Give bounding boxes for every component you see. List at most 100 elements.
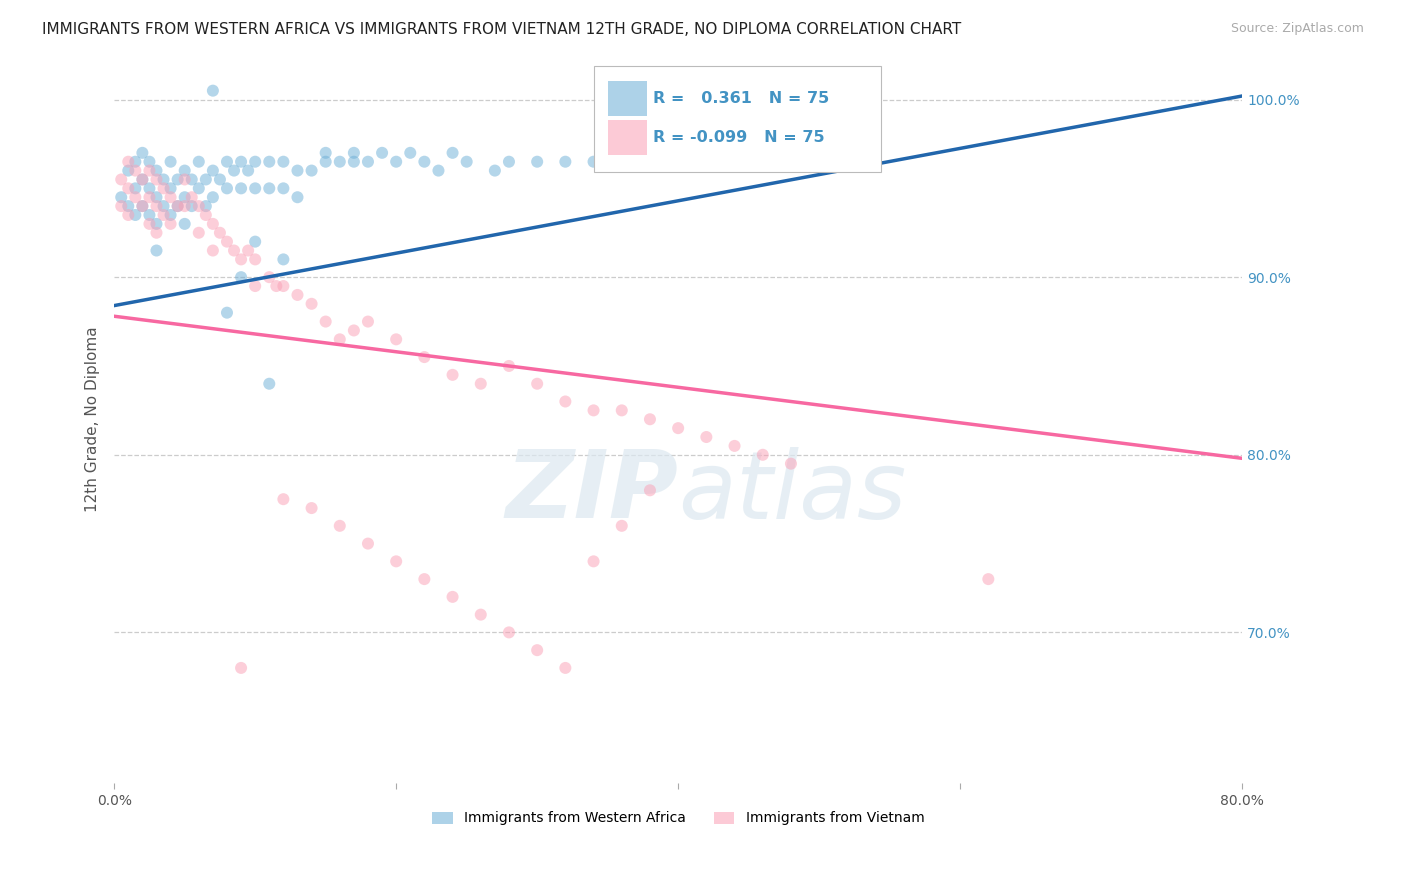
FancyBboxPatch shape bbox=[609, 81, 647, 116]
Point bbox=[287, 163, 309, 178]
Point bbox=[582, 403, 605, 417]
Text: ZIP: ZIP bbox=[505, 446, 678, 538]
Point bbox=[201, 84, 224, 98]
Point bbox=[413, 154, 436, 169]
Point bbox=[484, 163, 506, 178]
Point bbox=[138, 208, 160, 222]
Point bbox=[441, 368, 464, 382]
Point bbox=[117, 163, 139, 178]
Point bbox=[977, 572, 1000, 586]
Point bbox=[329, 332, 352, 346]
Legend: Immigrants from Western Africa, Immigrants from Vietnam: Immigrants from Western Africa, Immigran… bbox=[426, 806, 929, 831]
Point bbox=[582, 554, 605, 568]
Point bbox=[145, 172, 167, 186]
Point bbox=[117, 181, 139, 195]
Point bbox=[117, 199, 139, 213]
Text: atlas: atlas bbox=[678, 447, 907, 538]
Point bbox=[780, 457, 803, 471]
Point bbox=[329, 518, 352, 533]
Point bbox=[357, 154, 380, 169]
Point bbox=[329, 154, 352, 169]
Point bbox=[357, 315, 380, 329]
Point bbox=[498, 359, 520, 373]
Point bbox=[215, 181, 238, 195]
Point bbox=[413, 572, 436, 586]
Point bbox=[399, 145, 422, 160]
Point bbox=[427, 163, 450, 178]
Point bbox=[371, 145, 394, 160]
Point bbox=[194, 208, 217, 222]
Point bbox=[201, 190, 224, 204]
Point bbox=[695, 430, 717, 444]
Point bbox=[554, 154, 576, 169]
Point bbox=[385, 332, 408, 346]
Point bbox=[273, 492, 295, 507]
Point bbox=[243, 154, 266, 169]
Point bbox=[173, 172, 195, 186]
Point bbox=[229, 181, 252, 195]
Point bbox=[187, 226, 209, 240]
Point bbox=[236, 244, 259, 258]
Point bbox=[229, 154, 252, 169]
Point bbox=[187, 199, 209, 213]
FancyBboxPatch shape bbox=[609, 120, 647, 155]
FancyBboxPatch shape bbox=[593, 66, 882, 171]
Point bbox=[638, 483, 661, 498]
Point bbox=[117, 208, 139, 222]
Point bbox=[315, 154, 337, 169]
Point bbox=[152, 181, 174, 195]
Point bbox=[610, 403, 633, 417]
Point bbox=[173, 190, 195, 204]
Point bbox=[173, 199, 195, 213]
Point bbox=[385, 154, 408, 169]
Text: IMMIGRANTS FROM WESTERN AFRICA VS IMMIGRANTS FROM VIETNAM 12TH GRADE, NO DIPLOMA: IMMIGRANTS FROM WESTERN AFRICA VS IMMIGR… bbox=[42, 22, 962, 37]
Point bbox=[266, 279, 288, 293]
Point bbox=[180, 199, 202, 213]
Point bbox=[222, 163, 245, 178]
Text: Source: ZipAtlas.com: Source: ZipAtlas.com bbox=[1230, 22, 1364, 36]
Text: R = -0.099   N = 75: R = -0.099 N = 75 bbox=[654, 130, 825, 145]
Point bbox=[131, 172, 153, 186]
Point bbox=[215, 235, 238, 249]
Point bbox=[159, 217, 181, 231]
Point bbox=[110, 199, 132, 213]
Point bbox=[385, 554, 408, 568]
Point bbox=[124, 181, 146, 195]
Point bbox=[610, 518, 633, 533]
Point bbox=[273, 154, 295, 169]
Point bbox=[215, 306, 238, 320]
Point bbox=[301, 163, 323, 178]
Point bbox=[166, 199, 188, 213]
Point bbox=[117, 154, 139, 169]
Point bbox=[751, 448, 773, 462]
Point bbox=[582, 154, 605, 169]
Point bbox=[470, 376, 492, 391]
Point bbox=[159, 181, 181, 195]
Point bbox=[236, 163, 259, 178]
Point bbox=[441, 590, 464, 604]
Point bbox=[166, 199, 188, 213]
Point bbox=[526, 376, 548, 391]
Point bbox=[187, 181, 209, 195]
Point bbox=[229, 252, 252, 267]
Point bbox=[243, 252, 266, 267]
Point bbox=[498, 625, 520, 640]
Point bbox=[638, 412, 661, 426]
Point bbox=[187, 154, 209, 169]
Point bbox=[287, 190, 309, 204]
Point bbox=[259, 154, 281, 169]
Point bbox=[124, 190, 146, 204]
Point bbox=[201, 217, 224, 231]
Point bbox=[229, 270, 252, 285]
Point bbox=[315, 315, 337, 329]
Point bbox=[145, 217, 167, 231]
Point bbox=[243, 181, 266, 195]
Point bbox=[243, 279, 266, 293]
Point bbox=[273, 279, 295, 293]
Point bbox=[301, 501, 323, 516]
Point bbox=[131, 199, 153, 213]
Point bbox=[208, 172, 231, 186]
Point bbox=[138, 217, 160, 231]
Point bbox=[259, 376, 281, 391]
Point bbox=[124, 163, 146, 178]
